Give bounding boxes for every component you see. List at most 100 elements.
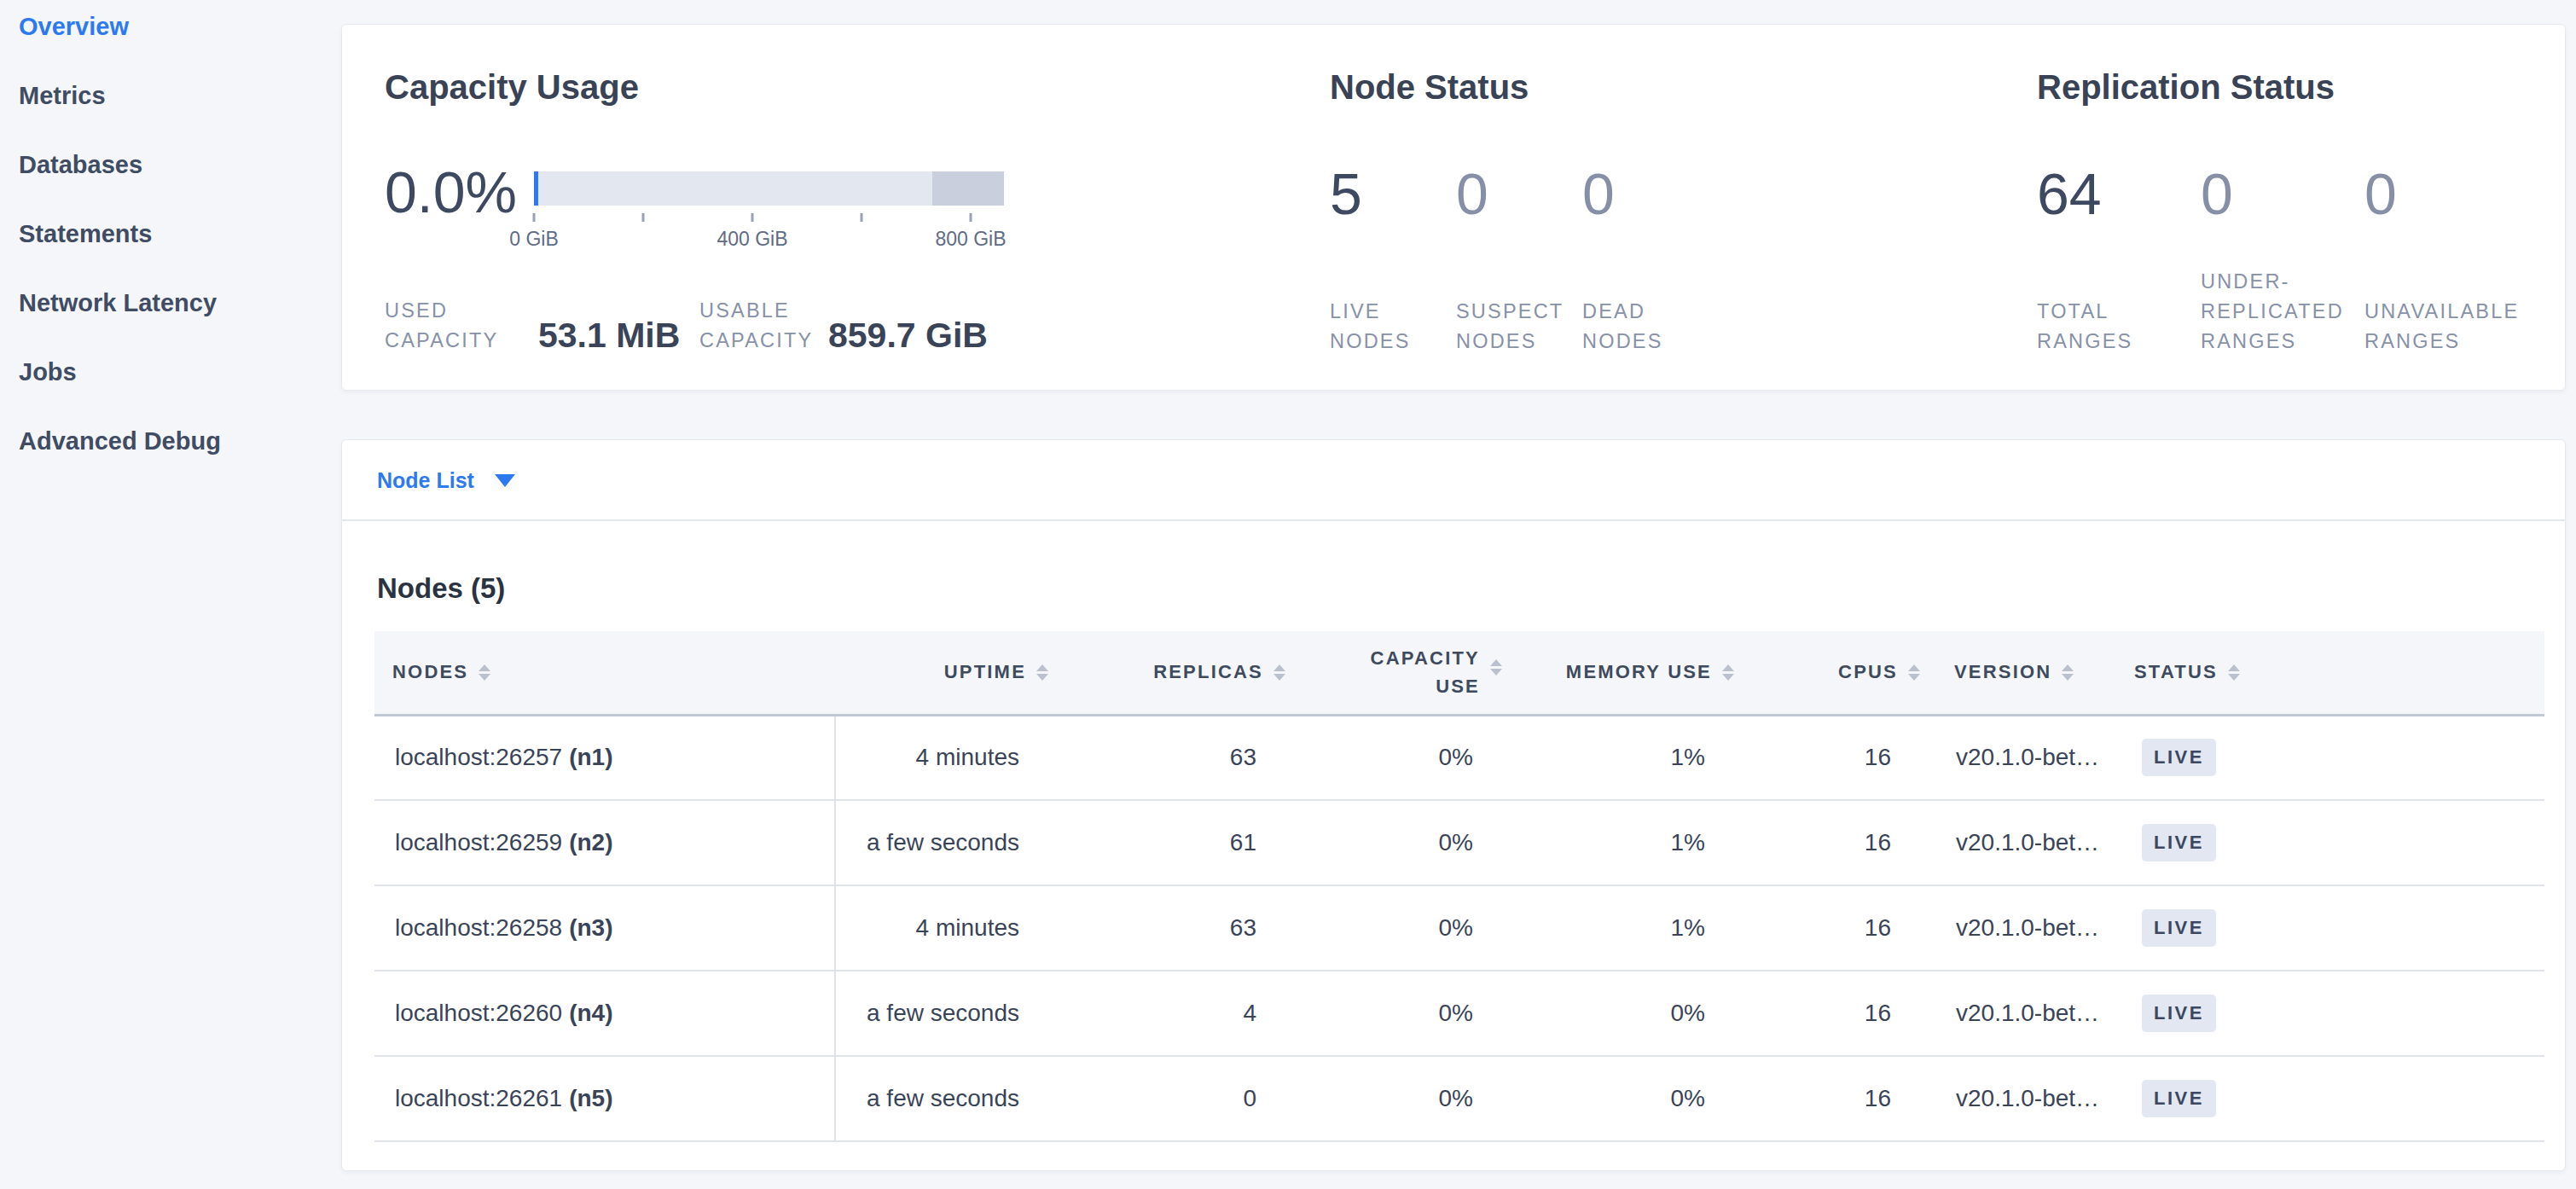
column-header-nodes[interactable]: NODES [374,631,835,715]
column-header-cpus[interactable]: CPUS [1734,631,1920,715]
node-id: (n1) [569,744,612,770]
main-content: Capacity Usage 0.0% 0 GiB [341,0,2566,1189]
stat-value: 0 [2201,165,2364,223]
usable-capacity-value: 859.7 GiB [828,318,988,353]
memory-use-cell: 1% [1502,885,1734,971]
memory-use-cell: 1% [1502,715,1734,800]
filler-cell [2321,715,2544,800]
node-address-link[interactable]: localhost:26259 [395,829,562,856]
node-row: localhost:26259(n2) a few seconds 61 0% … [374,800,2544,885]
sidebar-item[interactable]: Overview [19,9,221,78]
stat-column: 0 DEAD NODES [1582,165,1709,357]
stat-column: 0 SUSPECT NODES [1456,165,1582,357]
sort-icon [1490,659,1502,676]
stat-column: 64 TOTAL RANGES [2037,165,2201,357]
replicas-cell: 0 [1048,1056,1285,1141]
node-id: (n4) [569,1000,612,1026]
uptime-cell: a few seconds [835,800,1048,885]
stat-value: 64 [2037,165,2201,223]
stat-value: 0 [1456,165,1582,223]
version-cell: v20.1.0-bet… [1920,800,2116,885]
live-status-badge: LIVE [2142,909,2216,947]
cluster-summary-card: Capacity Usage 0.0% 0 GiB [341,24,2566,391]
cpus-cell: 16 [1734,800,1920,885]
node-id: (n3) [569,914,612,941]
column-header-status[interactable]: STATUS [2116,631,2321,715]
stat-column: 5 LIVE NODES [1330,165,1456,357]
node-list-dropdown[interactable]: Node List [377,440,515,521]
column-header-filler [2321,631,2544,715]
node-status-section: Node Status 5 LIVE NODES 0 SUSPECT NODES… [1330,25,2029,392]
nodes-table: NODES UPTIME REPLICAS CAPACITY USE MEMOR… [374,631,2544,1142]
capacity-use-cell: 0% [1285,885,1502,971]
cpus-cell: 16 [1734,715,1920,800]
node-row: localhost:26261 (n5) a few seconds 0 0% 0… [374,1056,2544,1141]
filler-cell [2321,800,2544,885]
capacity-usage-section: Capacity Usage 0.0% 0 GiB [385,25,1323,392]
sidebar-item[interactable]: Metrics [19,78,221,148]
sort-icon [1722,664,1734,681]
capacity-use-cell: 0% [1285,1056,1502,1141]
version-cell: v20.1.0-bet… [1920,971,2116,1056]
node-address-link[interactable]: localhost:26258 [395,914,562,941]
sidebar-item[interactable]: Databases [19,148,221,217]
axis-tick [641,213,644,222]
capacity-bar-used-segment [534,171,538,206]
uptime-cell: a few seconds [835,971,1048,1056]
capacity-use-cell: 0% [1285,971,1502,1056]
uptime-cell: 4 minutes [835,885,1048,971]
version-cell: v20.1.0-bet… [1920,885,2116,971]
column-header-memory-use[interactable]: MEMORY USE [1502,631,1734,715]
node-address-link[interactable]: localhost:26261 [395,1085,562,1111]
live-status-badge: LIVE [2142,739,2216,776]
cpus-cell: 16 [1734,971,1920,1056]
column-header-uptime[interactable]: UPTIME [835,631,1048,715]
axis-tick [860,213,862,222]
stat-column: 0 UNDER- REPLICATED RANGES [2201,165,2364,357]
version-cell: v20.1.0-bet… [1920,1056,2116,1141]
node-address-link[interactable]: localhost:26257 [395,744,562,770]
node-status-title: Node Status [1330,70,1529,104]
memory-use-cell: 0% [1502,1056,1734,1141]
sort-icon [479,664,490,681]
memory-use-cell: 0% [1502,971,1734,1056]
replicas-cell: 61 [1048,800,1285,885]
axis-tick [533,213,536,222]
uptime-cell: 4 minutes [835,715,1048,800]
sidebar-item[interactable]: Jobs [19,355,221,424]
axis-tick [969,213,972,222]
node-id: (n5) [569,1085,612,1111]
sidebar-item[interactable]: Statements [19,217,221,286]
sort-icon [2228,664,2240,681]
replicas-cell: 4 [1048,971,1285,1056]
filler-cell [2321,1056,2544,1141]
stat-label: UNAVAILABLE RANGES [2364,297,2528,357]
column-header-version[interactable]: VERSION [1920,631,2116,715]
column-header-capacity-use[interactable]: CAPACITY USE [1285,631,1502,715]
sidebar-item[interactable]: Network Latency [19,286,221,355]
node-row: localhost:26258(n3) 4 minutes 63 0% 1% 1… [374,885,2544,971]
uptime-cell: a few seconds [835,1056,1048,1141]
column-header-replicas[interactable]: REPLICAS [1048,631,1285,715]
axis-tick-label: 800 GiB [935,229,1006,249]
capacity-bar-chart: 0 GiB 400 GiB 800 GiB [534,171,1004,274]
node-name-cell: localhost:26257 (n1) [374,715,835,800]
node-list-card: Node List Nodes (5) NODES UPTIME REPLICA… [341,439,2566,1171]
stat-label: LIVE NODES [1330,297,1456,357]
axis-tick [751,213,753,222]
sidebar: Overview Metrics Databases Statements Ne… [0,0,335,1189]
node-address-link[interactable]: localhost:26260 [395,1000,562,1026]
replication-status-section: Replication Status 64 TOTAL RANGES 0 UND… [2037,25,2566,392]
live-status-badge: LIVE [2142,995,2216,1032]
node-row: localhost:26257(n1) 4 minutes 63 0% 1% 1… [374,715,2544,800]
replicas-cell: 63 [1048,885,1285,971]
sidebar-item[interactable]: Advanced Debug [19,424,221,493]
memory-use-cell: 1% [1502,800,1734,885]
stat-column: 0 UNAVAILABLE RANGES [2364,165,2528,357]
used-capacity-label: USED CAPACITY [385,296,498,356]
capacity-bar-track [534,171,1004,206]
filler-cell [2321,885,2544,971]
node-name-cell: localhost:26259(n2) [374,800,835,885]
status-cell: LIVE [2116,1056,2321,1141]
replication-status-title: Replication Status [2037,70,2335,104]
